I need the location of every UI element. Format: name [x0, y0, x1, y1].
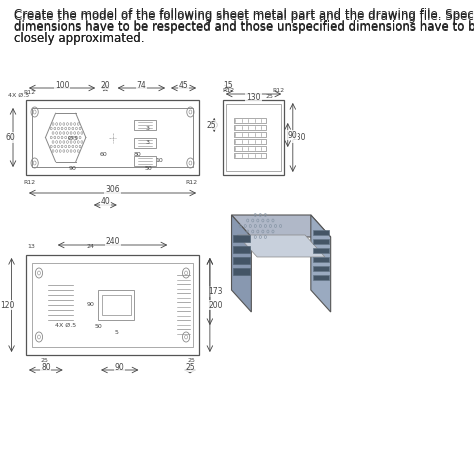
Text: 13: 13: [28, 244, 36, 249]
Polygon shape: [237, 235, 325, 257]
Text: R12: R12: [24, 181, 36, 186]
Text: 5: 5: [114, 330, 118, 335]
Text: Create the model of the following sheet metal part and the drawing file. Specifi: Create the model of the following sheet …: [14, 8, 474, 21]
Bar: [102, 295, 130, 315]
Text: 25: 25: [188, 358, 196, 363]
Text: 3: 3: [145, 140, 149, 145]
Bar: [134, 156, 156, 166]
Text: R12: R12: [186, 181, 198, 186]
Bar: [233, 268, 250, 275]
Text: 45: 45: [179, 81, 189, 90]
Text: 60: 60: [100, 152, 108, 157]
Bar: [134, 120, 156, 130]
Text: 90: 90: [87, 303, 95, 308]
Bar: [26, 100, 199, 175]
Polygon shape: [231, 215, 251, 312]
Text: 50: 50: [145, 166, 153, 171]
Text: 80: 80: [41, 363, 51, 371]
Text: 25: 25: [185, 363, 195, 371]
Bar: [233, 235, 250, 242]
Text: dimensions have to be respected and those unspecified dimensions have to be: dimensions have to be respected and thos…: [14, 21, 474, 34]
Bar: [98, 290, 134, 320]
Bar: [313, 230, 328, 235]
Text: 240: 240: [105, 238, 120, 247]
Text: 10: 10: [155, 157, 163, 162]
Bar: [134, 138, 156, 148]
Bar: [233, 246, 250, 253]
Text: 20: 20: [100, 81, 110, 90]
Text: 60: 60: [5, 133, 15, 142]
Bar: [313, 257, 328, 262]
Text: closely approximated.: closely approximated.: [14, 32, 144, 45]
Text: Ø.5: Ø.5: [67, 136, 78, 141]
Text: 74: 74: [137, 81, 146, 90]
Text: 15: 15: [223, 81, 233, 90]
Bar: [32, 108, 193, 167]
Text: 173: 173: [209, 287, 223, 296]
Text: 25: 25: [40, 358, 48, 363]
Bar: [32, 263, 193, 347]
Text: closely approximated.: closely approximated.: [14, 32, 144, 45]
Text: 90: 90: [69, 166, 77, 171]
Text: R12: R12: [24, 90, 36, 95]
Text: 40: 40: [100, 197, 110, 207]
Polygon shape: [231, 215, 331, 237]
Text: 80: 80: [134, 152, 142, 157]
Text: R12: R12: [223, 87, 235, 92]
Bar: [313, 248, 328, 253]
Text: 306: 306: [105, 186, 120, 194]
Bar: [26, 255, 199, 355]
Text: 25: 25: [207, 121, 216, 130]
Bar: [234, 118, 266, 123]
Bar: [313, 239, 328, 244]
Bar: [234, 146, 266, 151]
Bar: [223, 100, 284, 175]
Text: 4X Ø.5: 4X Ø.5: [8, 92, 29, 97]
Text: 25: 25: [266, 95, 273, 100]
Bar: [313, 266, 328, 271]
Bar: [234, 132, 266, 137]
Text: 130: 130: [292, 133, 306, 142]
Text: 90: 90: [115, 363, 125, 371]
Text: dimensions have to be respected and those unspecified dimensions have to be: dimensions have to be respected and thos…: [14, 20, 474, 33]
Text: 130: 130: [246, 92, 261, 101]
Text: 90: 90: [287, 131, 297, 140]
Bar: [226, 104, 281, 171]
Text: 24: 24: [87, 244, 95, 249]
Text: 50: 50: [94, 324, 102, 329]
Text: 4X Ø.5: 4X Ø.5: [55, 323, 76, 328]
Text: 100: 100: [55, 81, 69, 90]
Bar: [234, 125, 266, 130]
Text: 200: 200: [209, 300, 223, 309]
Bar: [233, 257, 250, 264]
Bar: [313, 275, 328, 280]
Bar: [234, 153, 266, 158]
Text: Create the model of the following sheet metal part and the drawing file. Specifi: Create the model of the following sheet …: [14, 10, 474, 23]
Text: 120: 120: [0, 300, 14, 309]
Bar: [234, 139, 266, 144]
Text: R12: R12: [273, 87, 284, 92]
Polygon shape: [311, 215, 331, 312]
Text: 3: 3: [145, 126, 149, 131]
